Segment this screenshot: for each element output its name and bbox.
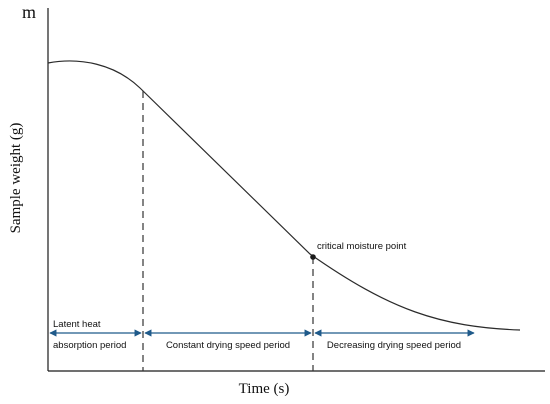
- y-axis-letter: m: [22, 2, 36, 22]
- latent-period-label-line2: absorption period: [53, 340, 126, 351]
- critical-moisture-point-label: critical moisture point: [317, 241, 407, 252]
- x-axis-label: Time (s): [239, 381, 290, 397]
- y-axis-label: Sample weight (g): [8, 123, 24, 234]
- drying-curve: [47, 60, 521, 331]
- latent-period-label-line1: Latent heat: [53, 319, 101, 330]
- critical-moisture-point-marker: [310, 254, 316, 260]
- constant-period-label: Constant drying speed period: [166, 340, 290, 351]
- decreasing-period-label: Decreasing drying speed period: [327, 340, 461, 351]
